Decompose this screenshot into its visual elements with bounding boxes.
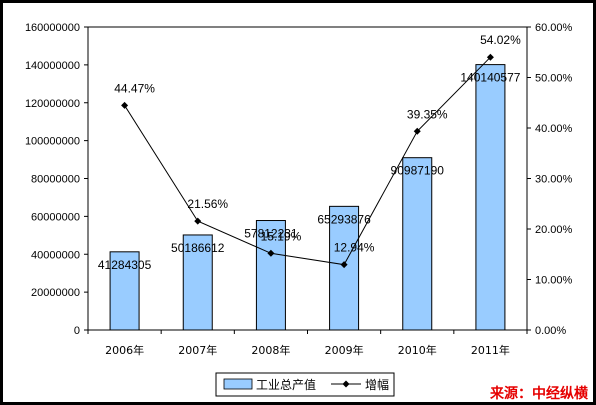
category-label: 2009年 [325, 343, 364, 357]
bar [329, 205, 360, 331]
line-point [267, 249, 275, 257]
bar-value-label: 57812231 [244, 227, 298, 241]
line-value-label: 12.94% [334, 241, 375, 255]
line-value-label: 15.19% [261, 229, 302, 243]
left-tick-label: 0 [74, 325, 80, 337]
legend: 工业总产值 增幅 [215, 372, 395, 397]
right-tick-label: 30.00% [535, 174, 573, 186]
legend-label-bar: 工业总产值 [256, 377, 316, 392]
right-tick-label: 50.00% [535, 73, 573, 85]
bar-value-label: 50186612 [171, 241, 225, 255]
right-axis: 0.00% 10.00% 20.00% 30.00% 40.00% 50.00% 60.00… [527, 22, 573, 337]
category-label: 2007年 [178, 343, 217, 357]
bar-value-label: 65293876 [317, 212, 371, 226]
right-tick-label: 20.00% [535, 224, 573, 236]
left-tick-label: 140000000 [25, 60, 80, 72]
bar-value-label: 41284305 [98, 258, 152, 272]
left-tick-label: 160000000 [25, 22, 80, 34]
bar [182, 234, 213, 331]
legend-label-line: 增幅 [365, 377, 389, 392]
left-axis: 0 20000000 40000000 60000000 80000000 1000000… [25, 22, 88, 337]
category-label: 2010年 [398, 343, 437, 357]
right-tick-label: 40.00% [535, 123, 573, 135]
bar [255, 220, 286, 331]
line-value-label: 54.02% [480, 33, 521, 47]
line-value-label: 39.35% [407, 107, 448, 121]
category-label: 2011年 [471, 343, 510, 357]
right-tick-label: 0.00% [535, 325, 566, 337]
bar [402, 157, 433, 331]
line-point [340, 261, 348, 269]
bar-value-label: 90987190 [391, 164, 445, 178]
left-tick-label: 80000000 [31, 174, 80, 186]
bar [109, 251, 140, 331]
legend-line-marker [342, 380, 350, 388]
right-tick-label: 10.00% [535, 275, 573, 287]
left-tick-label: 20000000 [31, 287, 80, 299]
category-label: 2006年 [105, 343, 144, 357]
legend-box [215, 372, 395, 397]
bar [475, 64, 506, 331]
legend-bar-swatch [223, 378, 253, 390]
left-tick-label: 40000000 [31, 249, 80, 261]
left-tick-label: 100000000 [25, 136, 80, 148]
line-value-label: 21.56% [187, 197, 228, 211]
line-point [121, 101, 129, 109]
right-tick-label: 60.00% [535, 22, 573, 34]
line-point [194, 217, 202, 225]
source-note: 来源：中经纵横 [489, 385, 589, 402]
growth-line [124, 56, 491, 266]
plot-area [87, 26, 528, 331]
bar-series: 41284305 50186612 57812231 65293876 90987190… [98, 64, 521, 331]
line-series: 44.47% 21.56% 15.19% 12.94% 39.35% 54.02% [114, 33, 521, 269]
line-point [486, 53, 494, 61]
left-tick-label: 60000000 [31, 211, 80, 223]
category-axis: 2006年 2007年 2008年 2009年 2010年 2011年 [87, 330, 528, 357]
left-tick-label: 120000000 [25, 98, 80, 110]
bar-value-label: 140140577 [460, 71, 520, 85]
line-value-label: 44.47% [114, 81, 155, 95]
category-label: 2008年 [251, 343, 290, 357]
line-point [413, 127, 421, 135]
